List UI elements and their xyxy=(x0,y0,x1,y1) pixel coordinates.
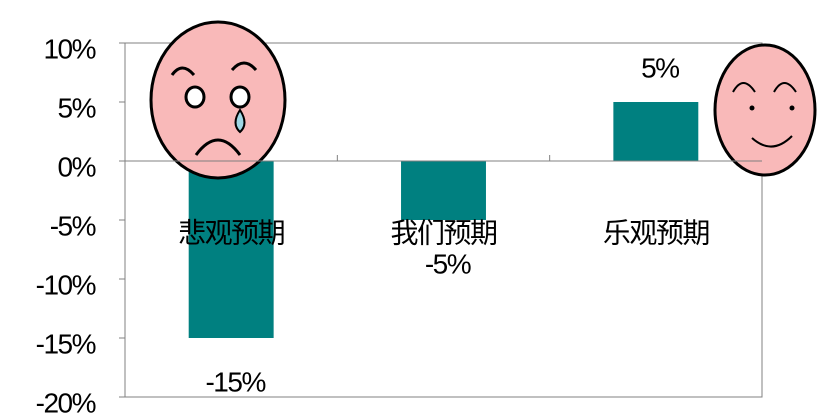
x-tick-label: 悲观预期 xyxy=(178,217,284,248)
chart: 10%5%0%-5%-10%-15%-20%悲观预期-15%我们预期-5%乐观预… xyxy=(0,0,821,416)
y-tick-label: 0% xyxy=(58,151,96,182)
y-tick-label: -20% xyxy=(36,387,96,416)
x-tick-label: 我们预期 xyxy=(390,217,496,248)
bar xyxy=(401,161,486,220)
y-tick-label: 10% xyxy=(43,33,95,64)
bar xyxy=(189,161,274,338)
bar xyxy=(613,102,698,161)
y-tick-label: -15% xyxy=(36,328,96,359)
value-label: -15% xyxy=(205,366,265,397)
value-label: -5% xyxy=(425,248,471,279)
happy-face xyxy=(715,45,815,175)
y-tick-label: 5% xyxy=(58,92,96,123)
x-tick-label: 乐观预期 xyxy=(603,217,709,248)
y-tick-label: -10% xyxy=(36,269,96,300)
sad-face xyxy=(151,22,285,178)
value-label: 5% xyxy=(641,52,679,83)
y-tick-label: -5% xyxy=(50,210,96,241)
page: 10%5%0%-5%-10%-15%-20%悲观预期-15%我们预期-5%乐观预… xyxy=(0,0,821,416)
